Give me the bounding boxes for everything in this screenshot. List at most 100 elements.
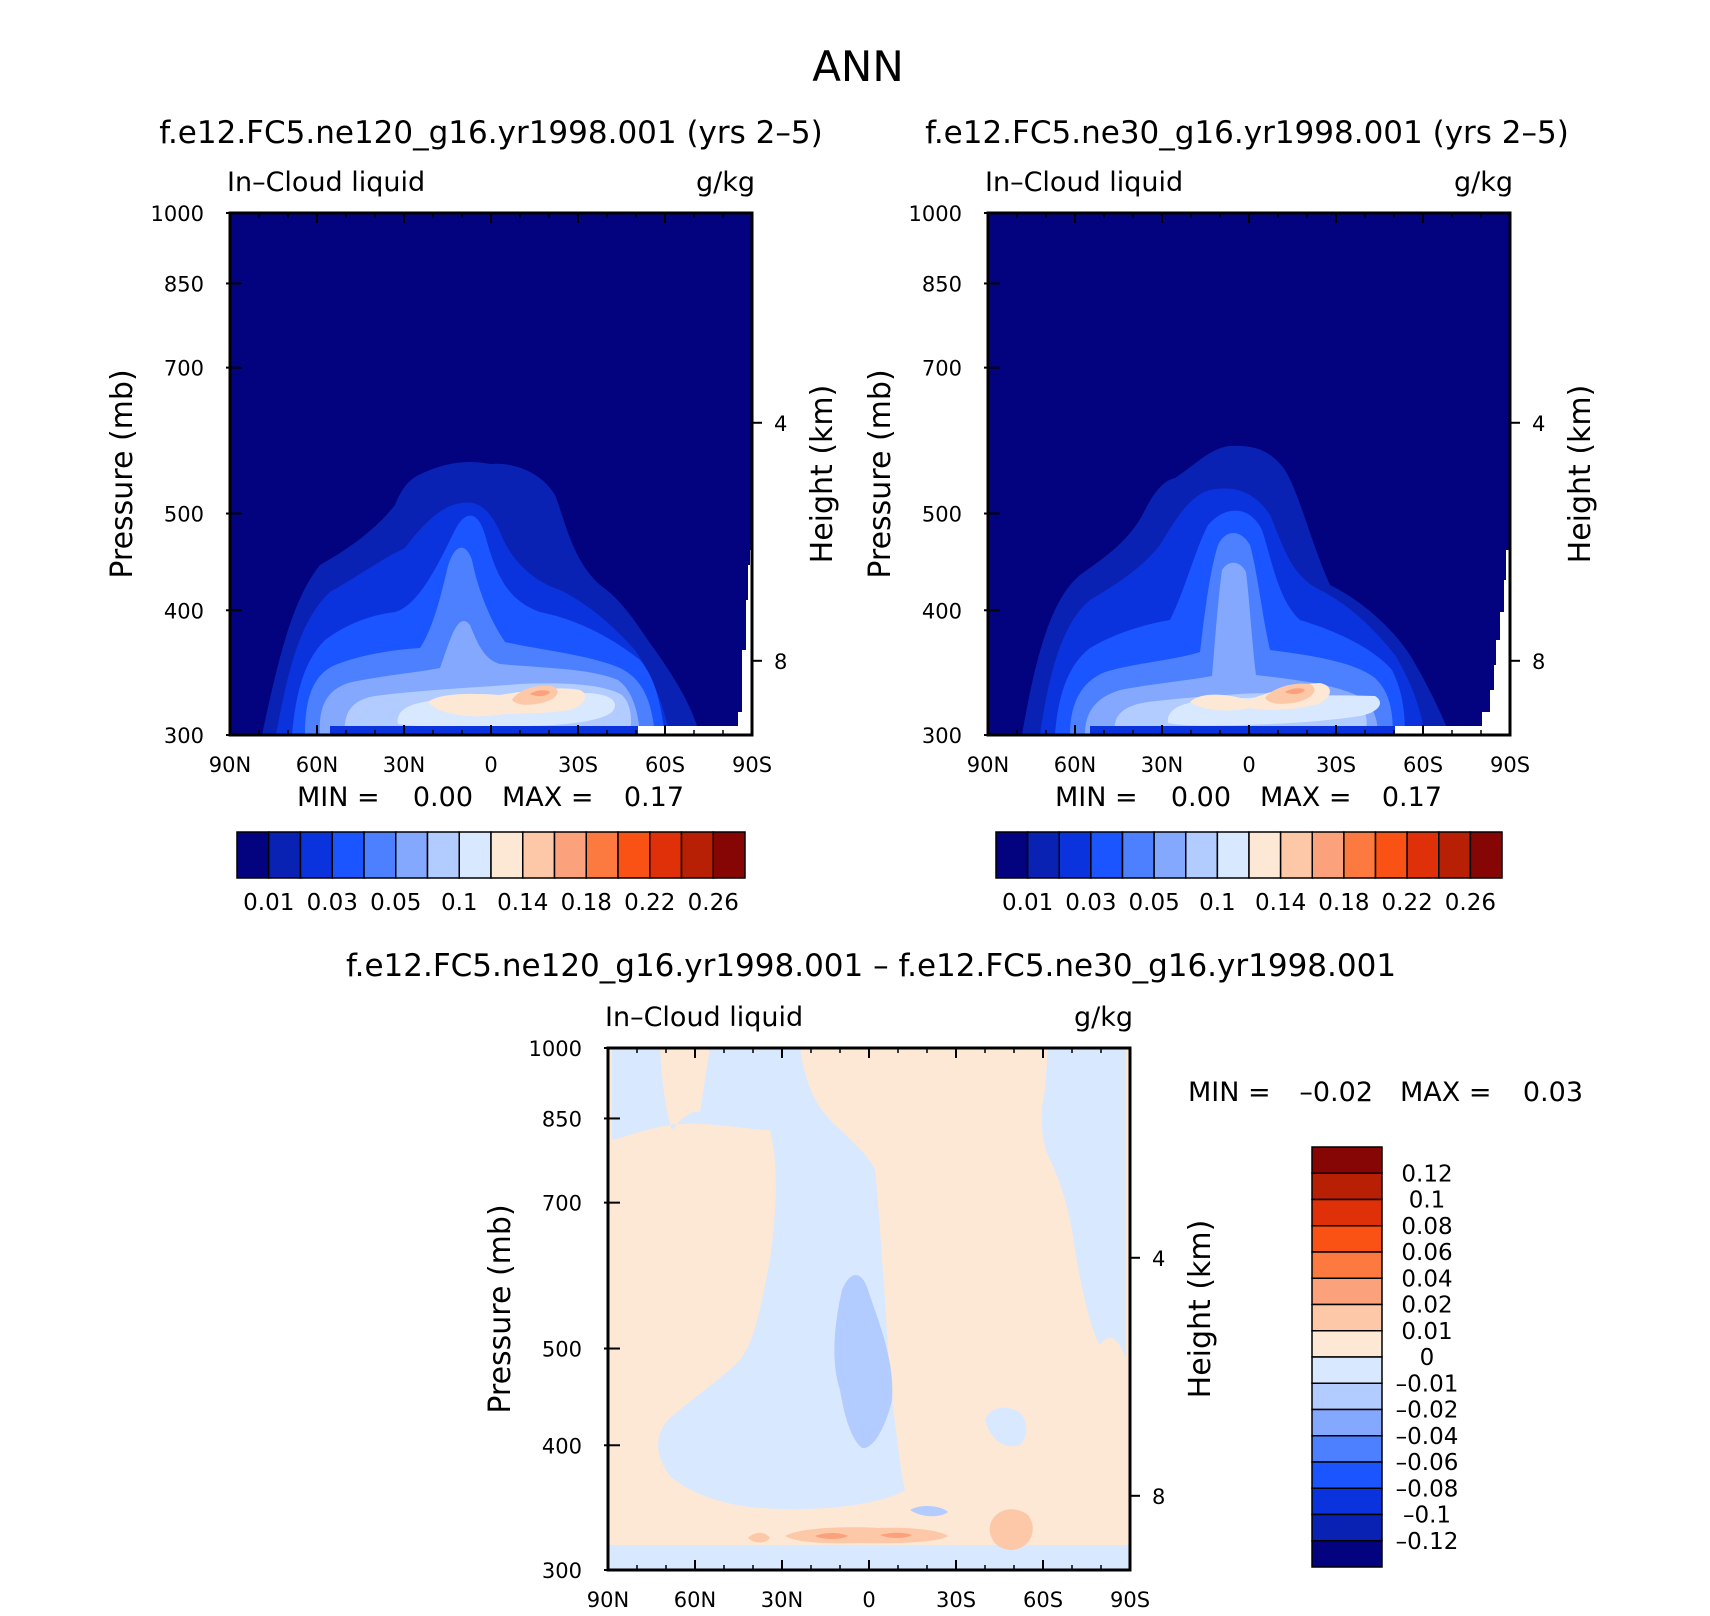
y-tick-label: 700 (542, 1192, 582, 1216)
x-tick-label: 90N (209, 753, 251, 777)
y-axis-label: Pressure (mb) (863, 369, 898, 578)
max-label: MAX = (1400, 1077, 1491, 1108)
y-tick-label: 300 (164, 724, 204, 748)
colorbar-label: –0.12 (1396, 1529, 1459, 1555)
colorbar-label: 0.03 (307, 890, 358, 916)
y-tick-label: 1000 (529, 1037, 582, 1061)
y-axis: 300 400 500 700 850 1000 8 4 (151, 202, 788, 748)
colorbar-swatch (649, 831, 683, 879)
max-label: MAX = (1260, 782, 1351, 813)
x-tick-label: 30N (1141, 753, 1183, 777)
y2-tick-label: 8 (774, 650, 787, 674)
x-axis: 90N 60N 30N 0 30S 60S 90S (209, 213, 772, 777)
colorbar-swatch (995, 831, 1029, 879)
colorbar-swatch (1374, 831, 1408, 879)
colorbar-swatch (1311, 1461, 1383, 1489)
colorbar-label: 0.03 (1065, 890, 1116, 916)
x-tick-label: 30S (1316, 753, 1356, 777)
colorbar-label: 0.26 (1445, 890, 1496, 916)
x-tick-label: 60N (1054, 753, 1096, 777)
y2-tick-label: 8 (1152, 1485, 1165, 1509)
positive-core-2 (880, 1532, 912, 1538)
colorbar-label: 0.22 (1382, 890, 1433, 916)
colorbar-swatch (680, 831, 714, 879)
x-tick-label: 90S (732, 753, 772, 777)
units-label: g/kg (1074, 1002, 1133, 1033)
y-tick-label: 300 (542, 1559, 582, 1583)
x-tick-label: 60N (296, 753, 338, 777)
x-tick-label: 60S (1403, 753, 1443, 777)
colorbar-swatch (617, 831, 651, 879)
x-tick-label: 90S (1110, 1588, 1150, 1612)
colorbar-swatch (1311, 1225, 1383, 1253)
panel-title: f.e12.FC5.ne120_g16.yr1998.001 – f.e12.F… (346, 948, 1396, 984)
x-axis: 90N 60N 30N 0 30S 60S 90S (587, 1048, 1150, 1612)
max-value: 0.17 (624, 782, 684, 813)
y-tick-label: 1000 (151, 202, 204, 226)
max-value: 0.17 (1382, 782, 1442, 813)
missing-data-region (638, 550, 752, 735)
contour-field (608, 1048, 1130, 1570)
y-axis: 300 400 500 700 850 1000 8 4 (529, 1037, 1166, 1583)
variable-label: In–Cloud liquid (227, 167, 425, 198)
colorbar-swatch (1311, 1540, 1383, 1568)
min-label: MIN = (1188, 1077, 1271, 1108)
negative-region-right-2 (985, 1407, 1027, 1447)
negative-core (834, 1275, 893, 1449)
panel-ne120: f.e12.FC5.ne120_g16.yr1998.001 (yrs 2–5)… (105, 115, 840, 916)
y-tick-label: 500 (922, 503, 962, 527)
colorbar-swatch (1311, 1172, 1383, 1201)
x-tick-label: 60S (645, 753, 685, 777)
panel-title: f.e12.FC5.ne120_g16.yr1998.001 (yrs 2–5) (159, 115, 822, 151)
positive-band (785, 1527, 948, 1544)
colorbar-swatch (331, 831, 365, 879)
max-label: MAX = (502, 782, 593, 813)
colorbar-label: –0.06 (1396, 1450, 1459, 1476)
colorbar-swatch (1026, 831, 1060, 879)
colorbar-label: –0.08 (1396, 1476, 1459, 1502)
colorbar-swatch (1311, 831, 1345, 879)
colorbar-swatch (1311, 1303, 1383, 1332)
colorbar-swatch (1311, 1251, 1383, 1279)
colorbar-label: –0.1 (1403, 1503, 1451, 1529)
colorbar-swatch (426, 831, 460, 879)
colorbar-swatch (1311, 1513, 1383, 1542)
y-tick-label: 400 (164, 599, 204, 623)
positive-speck (748, 1532, 770, 1543)
colorbar-label: 0.18 (561, 890, 612, 916)
colorbar-label: 0.22 (624, 890, 675, 916)
colorbar-swatch (490, 831, 524, 879)
min-label: MIN = (297, 782, 380, 813)
positive-core-1 (815, 1533, 848, 1539)
colorbar-swatch (1311, 1146, 1383, 1174)
y-tick-label: 850 (922, 272, 962, 296)
min-value: 0.00 (413, 782, 473, 813)
x-tick-label: 30S (936, 1588, 976, 1612)
colorbar-swatch (1248, 831, 1282, 879)
y2-axis-label: Height (km) (805, 385, 840, 564)
x-tick-label: 90N (967, 753, 1009, 777)
x-tick-label: 90S (1490, 753, 1530, 777)
colorbar-swatch (1185, 831, 1219, 879)
colorbar-label: 0.04 (1401, 1266, 1452, 1292)
colorbar-label: –0.01 (1396, 1371, 1459, 1397)
y-tick-label: 500 (542, 1338, 582, 1362)
panel-difference: f.e12.FC5.ne120_g16.yr1998.001 – f.e12.F… (346, 948, 1583, 1612)
colorbar-swatch (1438, 831, 1472, 879)
colorbar-label: –0.02 (1396, 1398, 1459, 1424)
y2-tick-label: 4 (1532, 412, 1545, 436)
colorbar-swatch (585, 831, 619, 879)
colorbar-label: 0.06 (1401, 1240, 1452, 1266)
x-tick-label: 0 (484, 753, 497, 777)
colorbar-swatch (1121, 831, 1155, 879)
y-tick-label: 850 (542, 1107, 582, 1131)
y-axis-label: Pressure (mb) (105, 369, 140, 578)
colorbar-swatch (299, 831, 333, 879)
min-value: –0.02 (1299, 1077, 1373, 1108)
contour-field (988, 213, 1510, 735)
colorbar-label: 0.12 (1401, 1161, 1452, 1187)
contour-level-10 (530, 690, 550, 697)
y-tick-label: 300 (922, 724, 962, 748)
panel-ne30: f.e12.FC5.ne30_g16.yr1998.001 (yrs 2–5) … (863, 115, 1598, 916)
colorbar-swatch (553, 831, 587, 879)
